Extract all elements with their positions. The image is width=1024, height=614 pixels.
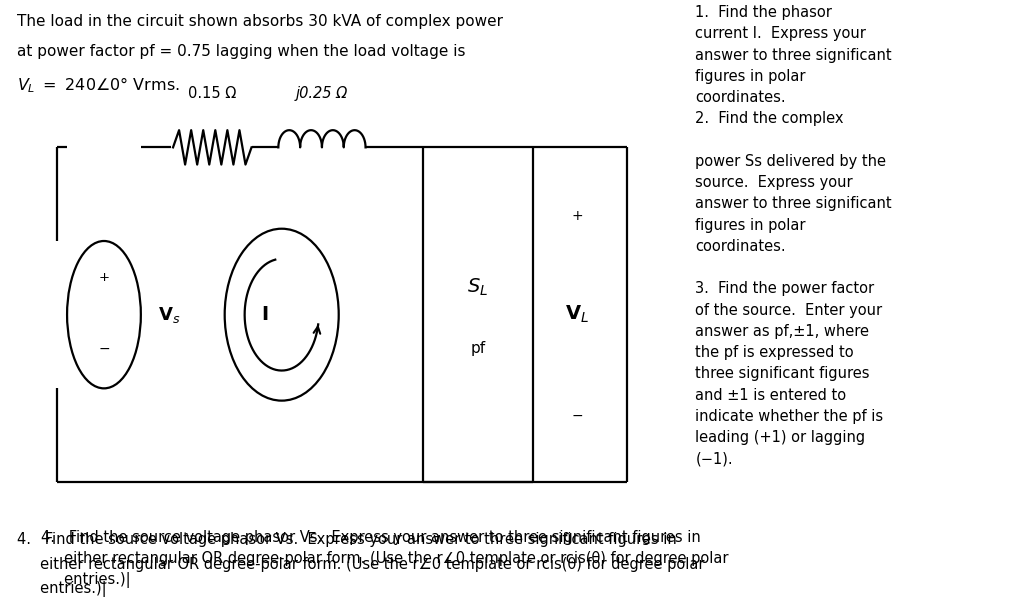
Text: $S_L$: $S_L$: [467, 276, 488, 298]
Text: at power factor pf = 0.75 lagging when the load voltage is: at power factor pf = 0.75 lagging when t…: [16, 44, 465, 59]
Text: $\mathbf{V}_s$: $\mathbf{V}_s$: [158, 305, 180, 325]
Text: $\mathbf{V}_L$: $\mathbf{V}_L$: [565, 304, 590, 325]
Text: $V_L\ =\ 240\angle0°\ \mathrm{Vrms.}$: $V_L\ =\ 240\angle0°\ \mathrm{Vrms.}$: [16, 75, 179, 95]
FancyBboxPatch shape: [16, 99, 654, 525]
Text: 4.   Find the source voltage phasor Vs.  Express your answer to three significan: 4. Find the source voltage phasor Vs. Ex…: [41, 530, 728, 588]
Text: 4.   Find the source voltage phasor Vs.  Express your answer to three significan: 4. Find the source voltage phasor Vs. Ex…: [16, 532, 677, 547]
Text: entries.)|: entries.)|: [16, 581, 106, 597]
Text: $\mathbf{I}$: $\mathbf{I}$: [261, 305, 268, 324]
Text: j0.25 Ω: j0.25 Ω: [296, 87, 348, 101]
Text: 1.  Find the phasor
current I.  Express your
answer to three significant
figures: 1. Find the phasor current I. Express yo…: [695, 6, 892, 466]
Text: +: +: [571, 209, 584, 223]
Text: +: +: [98, 271, 110, 284]
Text: The load in the circuit shown absorbs 30 kVA of complex power: The load in the circuit shown absorbs 30…: [16, 14, 503, 28]
Text: pf: pf: [470, 341, 485, 356]
Text: −: −: [571, 409, 584, 423]
Text: either rectangular OR degree-polar form. (Use the r∠0 template or rcis(θ) for de: either rectangular OR degree-polar form.…: [16, 557, 705, 572]
Text: 0.15 Ω: 0.15 Ω: [188, 87, 237, 101]
Text: −: −: [98, 341, 110, 356]
